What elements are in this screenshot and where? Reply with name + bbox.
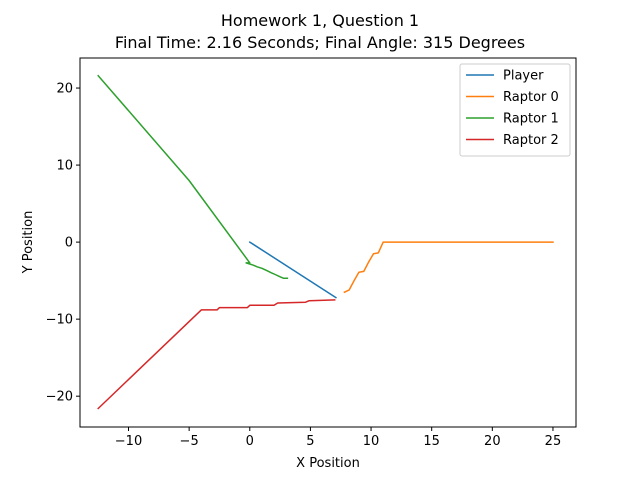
chart-title: Homework 1, Question 1 (220, 11, 420, 30)
legend-label-1: Raptor 0 (503, 90, 559, 105)
x-tick-label: 10 (363, 434, 380, 449)
legend-label-2: Raptor 1 (503, 112, 559, 127)
x-tick-label: −5 (180, 434, 199, 449)
legend-label-0: Player (503, 69, 544, 84)
series-line-1 (343, 241, 554, 294)
legend-label-3: Raptor 2 (503, 133, 559, 148)
x-tick-label: 25 (545, 434, 562, 449)
series-layer (97, 74, 554, 410)
y-tick-label: 10 (56, 159, 73, 174)
series-line-2 (97, 74, 289, 280)
y-tick-label: −20 (46, 390, 73, 405)
chart-subtitle: Final Time: 2.16 Seconds; Final Angle: 3… (114, 33, 526, 52)
x-tick-label: 15 (423, 434, 440, 449)
x-axis-label: X Position (296, 456, 360, 471)
x-tick-label: 0 (246, 434, 254, 449)
y-tick-label: −10 (46, 313, 73, 328)
x-tick-label: −10 (115, 434, 142, 449)
series-line-3 (97, 299, 336, 410)
y-axis-label: Y Position (21, 211, 36, 275)
legend: Player Raptor 0 Raptor 1 Raptor 2 (459, 63, 571, 157)
ticks-layer: −10 −5 0 5 10 15 20 25 −20 −10 0 10 20 (46, 82, 562, 449)
y-tick-label: 20 (56, 82, 73, 97)
x-tick-label: 5 (306, 434, 314, 449)
y-tick-label: 0 (65, 236, 73, 251)
series-line-0 (248, 241, 337, 299)
x-tick-label: 20 (484, 434, 501, 449)
legend-frame (459, 63, 571, 157)
